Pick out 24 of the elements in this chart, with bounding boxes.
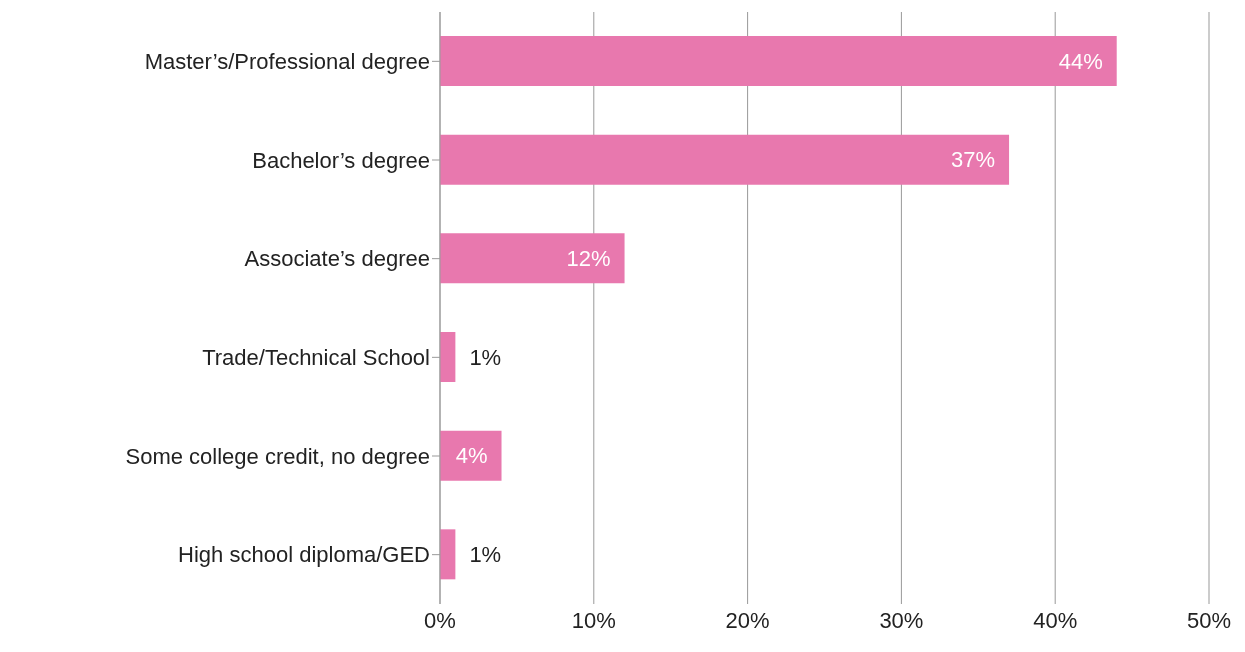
bar [440,529,456,580]
bar [440,233,625,284]
bar [440,332,456,382]
data-label: 12% [566,246,611,272]
y-tick-label: High school diploma/GED [178,542,430,568]
y-tick-label: Bachelor’s degree [252,147,430,173]
data-label: 44% [1058,48,1103,74]
data-label: 37% [951,147,996,173]
y-tick-label: Trade/Technical School [202,345,430,371]
x-tick-label: 40% [1033,607,1078,633]
x-tick-label: 0% [424,607,456,633]
y-tick-label: Master’s/Professional degree [144,49,430,75]
x-tick-label: 30% [879,607,924,633]
x-tick-label: 50% [1186,607,1232,633]
x-tick-label: 10% [571,607,616,633]
bar [440,430,502,481]
bar [440,36,1117,86]
bar [440,134,1010,185]
data-label: 1% [469,344,502,370]
y-tick-label: Some college credit, no degree [125,443,430,469]
data-label: 4% [455,443,488,469]
x-tick-label: 20% [725,607,770,633]
data-label: 1% [469,542,502,568]
y-tick-label: Associate’s degree [244,246,430,272]
